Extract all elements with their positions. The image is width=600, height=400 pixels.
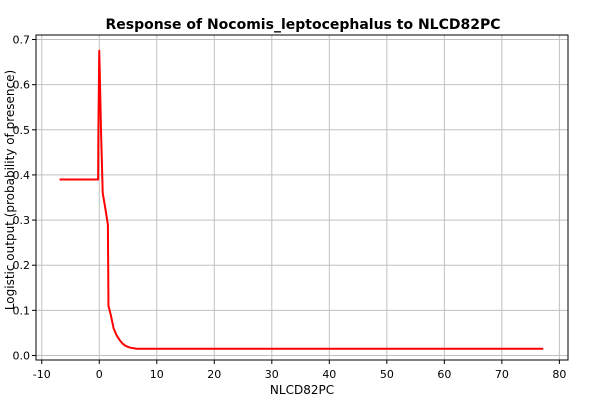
y-tick-label: 0.5 bbox=[13, 124, 31, 137]
ticks-layer: -10 0 10 20 30 40 50 60 70 80 0.0 0.1 0.2 0.3 0.4 0.5 0.… bbox=[13, 34, 567, 381]
x-tick-label: 10 bbox=[150, 368, 164, 381]
x-tick-label: 80 bbox=[552, 368, 566, 381]
y-tick-label: 0.0 bbox=[13, 349, 31, 362]
x-tick-label: 30 bbox=[265, 368, 279, 381]
y-tick-label: 0.6 bbox=[13, 79, 31, 92]
x-axis-label: NLCD82PC bbox=[270, 383, 334, 397]
plot-frame bbox=[35, 34, 569, 361]
x-tick-label: 20 bbox=[207, 368, 221, 381]
grid-layer bbox=[36, 35, 568, 360]
y-axis-label: Logistic output (probability of presence… bbox=[3, 70, 17, 310]
series-layer bbox=[59, 49, 544, 350]
response-curve bbox=[59, 49, 544, 350]
y-tick-label: 0.4 bbox=[13, 169, 31, 182]
x-tick-label: 70 bbox=[495, 368, 509, 381]
x-tick-label: 0 bbox=[96, 368, 103, 381]
x-tick-label: 60 bbox=[437, 368, 451, 381]
x-tick-label: 40 bbox=[322, 368, 336, 381]
chart-title: Response of Nocomis_leptocephalus to NLC… bbox=[105, 17, 500, 33]
y-tick-label: 0.7 bbox=[13, 34, 31, 47]
x-tick-label: 50 bbox=[380, 368, 394, 381]
y-tick-label: 0.3 bbox=[13, 214, 31, 227]
y-tick-label: 0.2 bbox=[13, 259, 31, 272]
x-tick-label: -10 bbox=[33, 368, 51, 381]
y-tick-label: 0.1 bbox=[13, 304, 31, 317]
